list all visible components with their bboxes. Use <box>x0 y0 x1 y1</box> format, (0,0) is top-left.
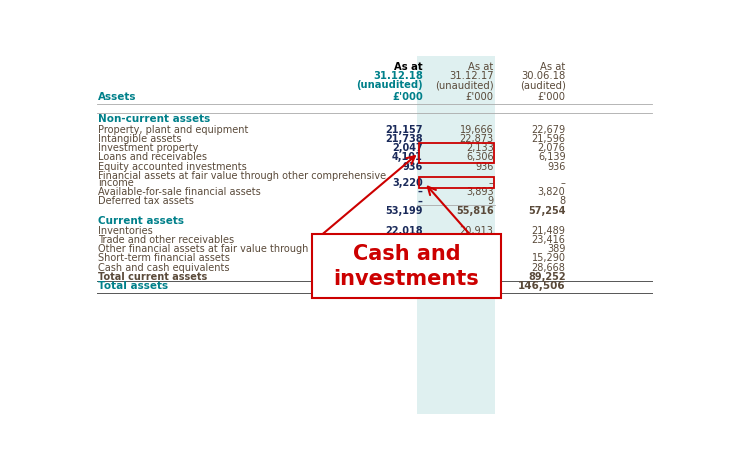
Text: (unaudited): (unaudited) <box>356 80 423 90</box>
Text: Short-term financial assets: Short-term financial assets <box>98 253 230 263</box>
Text: 389: 389 <box>475 244 493 254</box>
Text: 8: 8 <box>559 196 566 206</box>
Text: investments: investments <box>333 269 480 289</box>
Bar <box>419 244 493 273</box>
Text: 936: 936 <box>548 162 566 172</box>
Text: 936: 936 <box>403 162 423 172</box>
Text: 389: 389 <box>403 244 423 254</box>
Text: Trade and other receivables: Trade and other receivables <box>98 235 235 245</box>
Bar <box>417 56 496 414</box>
Text: 21,738: 21,738 <box>385 134 423 144</box>
Bar <box>419 178 493 188</box>
Text: 2,047: 2,047 <box>392 143 423 153</box>
Text: 55,816: 55,816 <box>456 206 493 216</box>
Text: 3,893: 3,893 <box>466 187 493 197</box>
Text: Total current assets: Total current assets <box>98 272 208 282</box>
Text: 97,472: 97,472 <box>385 272 423 282</box>
Text: Investment property: Investment property <box>98 143 199 153</box>
Text: Other financial assets at fair value through profit or loss: Other financial assets at fair value thr… <box>98 244 373 254</box>
Text: As at: As at <box>394 61 423 72</box>
Text: 31.12.17: 31.12.17 <box>449 71 493 81</box>
Text: Intangible assets: Intangible assets <box>98 134 182 144</box>
Text: Equity accounted investments: Equity accounted investments <box>98 162 247 172</box>
Text: As at: As at <box>540 61 566 72</box>
Text: 22,117: 22,117 <box>385 235 423 245</box>
Text: 22,679: 22,679 <box>531 125 566 135</box>
Text: Current assets: Current assets <box>98 216 184 226</box>
Text: 21,489: 21,489 <box>531 226 566 236</box>
Text: 9: 9 <box>488 196 493 206</box>
Text: 21,157: 21,157 <box>385 125 423 135</box>
Text: 28,668: 28,668 <box>531 263 566 272</box>
Text: 82,182: 82,182 <box>456 272 493 282</box>
Text: 2,133: 2,133 <box>466 143 493 153</box>
Text: 3,220: 3,220 <box>392 178 423 188</box>
Text: 137,998: 137,998 <box>446 281 493 291</box>
Text: 16,837: 16,837 <box>385 253 423 263</box>
Text: 4,101: 4,101 <box>392 153 423 162</box>
Bar <box>419 143 493 163</box>
Text: 6,139: 6,139 <box>538 153 566 162</box>
Text: 15,290: 15,290 <box>531 253 566 263</box>
Text: –: – <box>489 178 493 188</box>
Bar <box>312 234 501 299</box>
Text: income: income <box>98 178 134 188</box>
Text: Assets: Assets <box>98 93 137 102</box>
Text: (unaudited): (unaudited) <box>435 80 493 90</box>
Text: 31.12.18: 31.12.18 <box>373 71 423 81</box>
Text: –: – <box>561 178 566 188</box>
Text: Non-current assets: Non-current assets <box>98 114 211 124</box>
Text: £'000: £'000 <box>392 93 423 102</box>
Text: Deferred tax assets: Deferred tax assets <box>98 196 194 206</box>
Text: 936: 936 <box>475 162 493 172</box>
Text: 150,671: 150,671 <box>375 281 423 291</box>
Text: 22,873: 22,873 <box>460 134 493 144</box>
Text: £'000: £'000 <box>466 93 493 102</box>
Text: 53,199: 53,199 <box>385 206 423 216</box>
Text: 21,596: 21,596 <box>531 134 566 144</box>
Text: –: – <box>418 196 423 206</box>
Text: Total assets: Total assets <box>98 281 168 291</box>
Text: As at: As at <box>469 61 493 72</box>
Text: 20,913: 20,913 <box>460 226 493 236</box>
Text: Inventories: Inventories <box>98 226 153 236</box>
Text: –: – <box>418 187 423 197</box>
Text: 6,306: 6,306 <box>466 153 493 162</box>
Text: 146,506: 146,506 <box>518 281 566 291</box>
Text: 19,666: 19,666 <box>460 125 493 135</box>
Text: 2,076: 2,076 <box>538 143 566 153</box>
Text: Loans and receivables: Loans and receivables <box>98 153 207 162</box>
Text: 3,820: 3,820 <box>538 187 566 197</box>
Text: Available-for-sale financial assets: Available-for-sale financial assets <box>98 187 261 197</box>
Text: (audited): (audited) <box>520 80 566 90</box>
Text: Financial assets at fair value through other comprehensive: Financial assets at fair value through o… <box>98 171 386 181</box>
Text: 389: 389 <box>548 244 566 254</box>
Text: 9,856: 9,856 <box>466 253 493 263</box>
Text: 36,111: 36,111 <box>385 263 423 272</box>
Text: 57,254: 57,254 <box>528 206 566 216</box>
Text: 28,417: 28,417 <box>460 263 493 272</box>
Text: £'000: £'000 <box>537 93 566 102</box>
Text: 22,607: 22,607 <box>460 235 493 245</box>
Text: Property, plant and equipment: Property, plant and equipment <box>98 125 249 135</box>
Text: Cash and cash equivalents: Cash and cash equivalents <box>98 263 230 272</box>
Text: 23,416: 23,416 <box>531 235 566 245</box>
Text: 30.06.18: 30.06.18 <box>521 71 566 81</box>
Text: 22,018: 22,018 <box>385 226 423 236</box>
Text: Cash and: Cash and <box>352 244 461 264</box>
Text: 89,252: 89,252 <box>528 272 566 282</box>
